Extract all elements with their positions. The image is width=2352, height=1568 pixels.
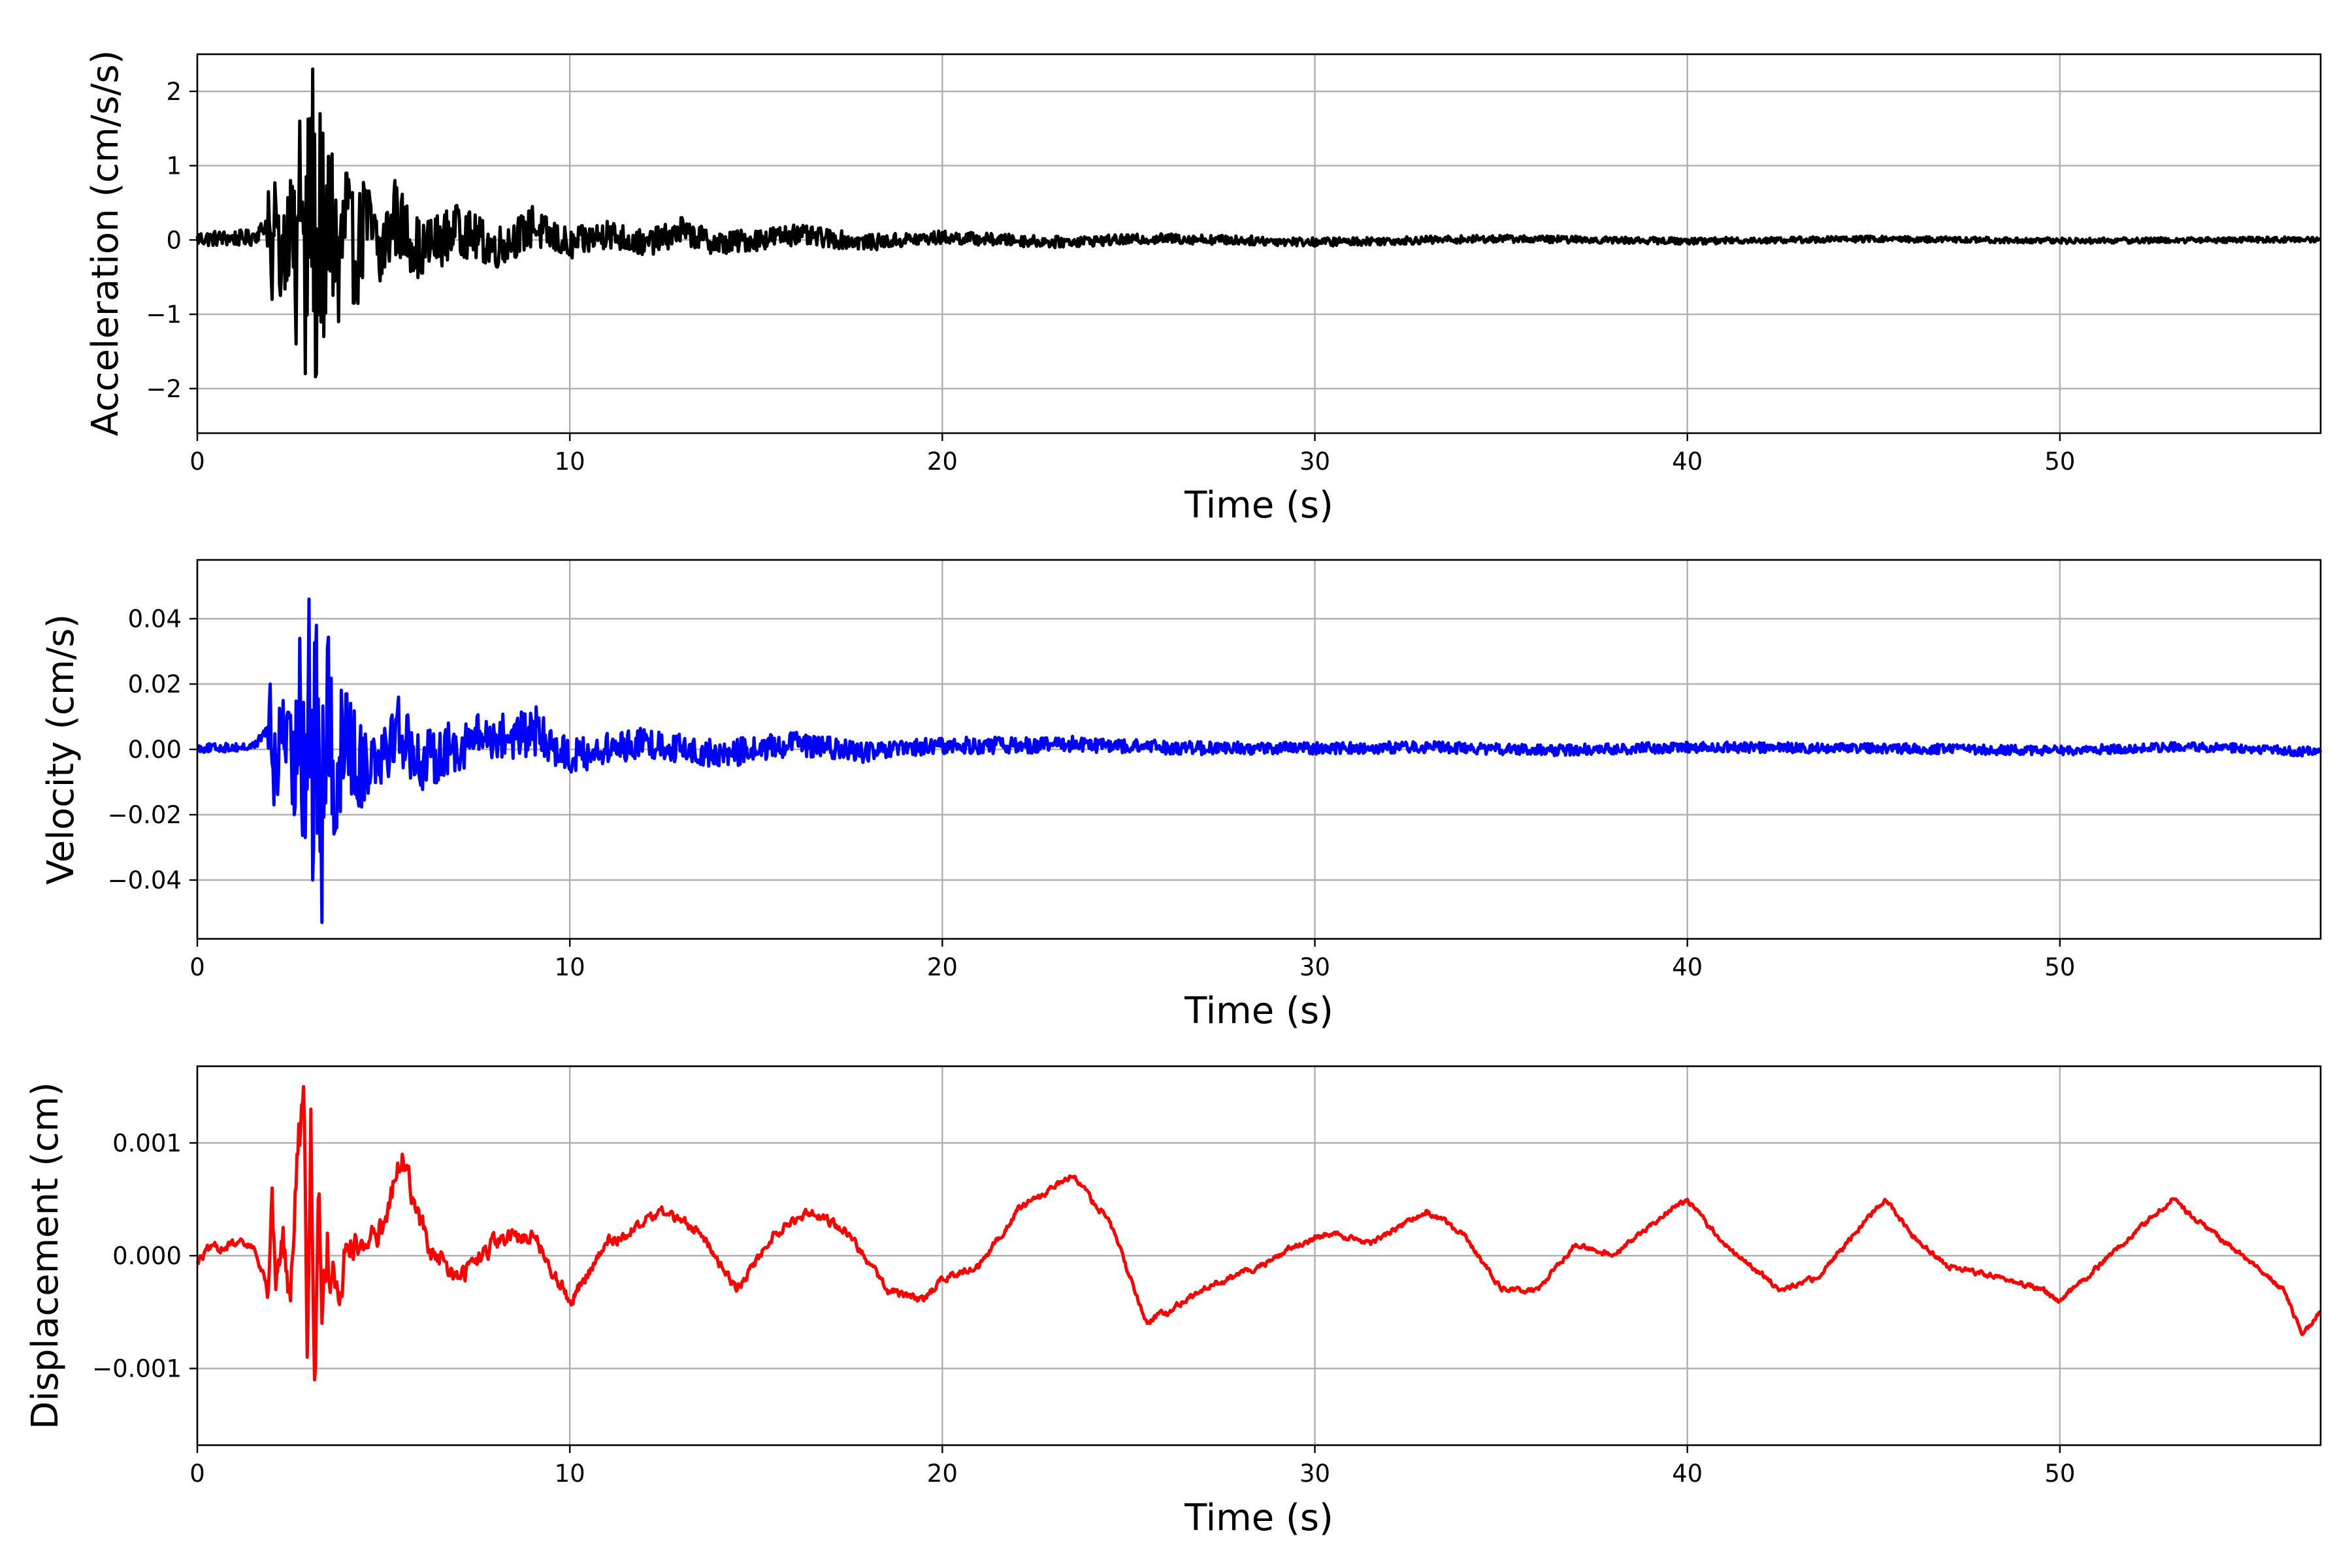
acceleration-panel: 0 10 20 30 40 50 −2 −1 0 1 2 Acceleration (cm/s/s)… [84, 50, 2322, 527]
velocity-ylabel: Velocity (cm/s) [40, 614, 82, 885]
acceleration-axes-border [196, 53, 2322, 434]
velocity-series-line [196, 597, 2323, 924]
velocity-ytick-label: −0.02 [108, 801, 182, 829]
displacement-trace [195, 1085, 2322, 1382]
acceleration-series-line [195, 67, 2322, 379]
velocity-ticks: 0 10 20 30 40 50 −0.04 −0.02 0.00 0.02 0.04 [108, 605, 2076, 981]
displacement-panel: 0 10 20 30 40 50 −0.001 0.000 0.001 Displacement… [24, 1065, 2322, 1539]
displacement-xtick-label: 30 [1299, 1460, 1330, 1488]
velocity-trace [196, 597, 2323, 924]
acceleration-xtick-label: 40 [1672, 448, 1703, 476]
acceleration-ytick-label: −2 [146, 375, 182, 403]
displacement-ylabel: Displacement (cm) [24, 1082, 67, 1429]
velocity-ytick-label: 0.02 [128, 670, 182, 698]
velocity-xtick-label: 10 [555, 953, 585, 981]
velocity-xtick-label: 40 [1672, 953, 1703, 981]
acceleration-xtick-label: 30 [1299, 448, 1330, 476]
displacement-xtick-label: 20 [927, 1460, 958, 1488]
velocity-xtick-label: 30 [1299, 953, 1330, 981]
velocity-panel: 0 10 20 30 40 50 −0.04 −0.02 0.00 0.02 0.04 Veloci… [40, 559, 2323, 1032]
acceleration-ytick-label: −1 [146, 301, 182, 329]
displacement-ytick-label: 0.001 [112, 1129, 182, 1157]
displacement-xtick-label: 10 [555, 1460, 585, 1488]
acceleration-xtick-label: 20 [927, 448, 958, 476]
acceleration-ytick-label: 1 [166, 152, 182, 180]
acceleration-xtick-label: 10 [555, 448, 585, 476]
displacement-xtick-label: 0 [189, 1460, 205, 1488]
acceleration-trace [195, 67, 2322, 379]
velocity-xlabel: Time (s) [1184, 990, 1333, 1032]
velocity-ytick-label: 0.00 [128, 736, 182, 764]
displacement-ytick-label: 0.000 [112, 1242, 182, 1270]
acceleration-axes-frame [196, 53, 2322, 434]
velocity-ytick-label: −0.04 [108, 866, 182, 894]
displacement-ytick-label: −0.001 [92, 1355, 182, 1383]
acceleration-ytick-label: 0 [166, 226, 182, 254]
displacement-series-line [195, 1085, 2322, 1382]
velocity-xtick-label: 20 [927, 953, 958, 981]
acceleration-xtick-label: 0 [189, 448, 205, 476]
acceleration-ticks: 0 10 20 30 40 50 −2 −1 0 1 2 [146, 78, 2075, 476]
velocity-ytick-label: 0.04 [128, 605, 182, 633]
velocity-xtick-label: 50 [2044, 953, 2075, 981]
displacement-xlabel: Time (s) [1184, 1497, 1333, 1539]
displacement-xtick-label: 50 [2044, 1460, 2075, 1488]
acceleration-ytick-label: 2 [166, 78, 182, 106]
displacement-xtick-label: 40 [1672, 1460, 1703, 1488]
acceleration-ylabel: Acceleration (cm/s/s) [84, 50, 127, 436]
displacement-ticks: 0 10 20 30 40 50 −0.001 0.000 0.001 [92, 1129, 2075, 1488]
acceleration-xtick-label: 50 [2044, 448, 2075, 476]
acceleration-xlabel: Time (s) [1184, 484, 1333, 527]
velocity-xtick-label: 0 [189, 953, 205, 981]
